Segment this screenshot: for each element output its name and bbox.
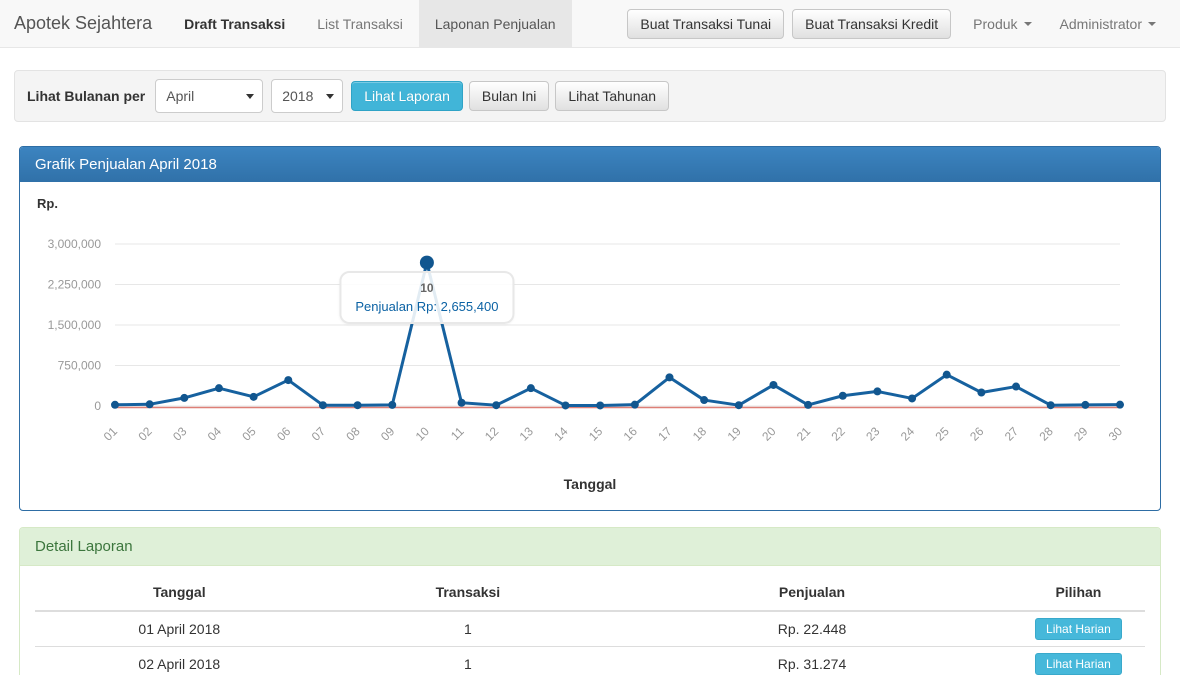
chart-panel: Grafik Penjualan April 2018 Rp. 0 750,000…	[19, 146, 1161, 511]
chevron-down-icon	[1023, 21, 1032, 26]
lihat-tahunan-button[interactable]: Lihat Tahunan	[555, 81, 670, 111]
svg-text:02: 02	[135, 424, 155, 444]
svg-text:09: 09	[378, 424, 398, 444]
table-row: 02 April 2018 1 Rp. 31.274 Lihat Harian	[35, 646, 1145, 675]
svg-text:30: 30	[1106, 424, 1126, 444]
lihat-harian-button[interactable]: Lihat Harian	[1035, 653, 1122, 675]
svg-text:14: 14	[551, 424, 571, 444]
year-select-wrapper: 2018	[271, 79, 344, 113]
filter-bar: Lihat Bulanan per April 2018 Lihat Lapor…	[14, 70, 1166, 122]
svg-text:12: 12	[482, 424, 502, 444]
svg-text:1,500,000: 1,500,000	[48, 318, 102, 332]
tooltip-value: Penjualan Rp: 2,655,400	[355, 299, 499, 314]
chevron-down-icon	[1148, 21, 1156, 26]
col-header-penjualan: Penjualan	[612, 574, 1012, 612]
detail-panel-body: Tanggal Transaksi Penjualan Pilihan 01 A…	[20, 566, 1160, 675]
svg-text:10: 10	[413, 424, 433, 444]
svg-text:22: 22	[829, 424, 849, 444]
x-axis-title: Tanggal	[563, 476, 617, 492]
buat-transaksi-tunai-button[interactable]: Buat Transaksi Tunai	[627, 8, 785, 39]
month-select-wrapper: April	[155, 79, 264, 113]
navbar: Apotek Sejahtera Draft Transaksi List Tr…	[0, 0, 1180, 48]
svg-text:18: 18	[690, 424, 710, 444]
buat-transaksi-kredit-button[interactable]: Buat Transaksi Kredit	[792, 8, 952, 39]
svg-text:0: 0	[94, 399, 101, 413]
detail-table: Tanggal Transaksi Penjualan Pilihan 01 A…	[35, 574, 1145, 675]
svg-text:13: 13	[517, 424, 537, 444]
cell-transaksi: 1	[323, 646, 613, 675]
svg-text:24: 24	[898, 424, 918, 444]
svg-text:07: 07	[309, 424, 329, 444]
lihat-laporan-button[interactable]: Lihat Laporan	[351, 81, 463, 111]
svg-text:21: 21	[794, 424, 814, 444]
svg-text:11: 11	[448, 424, 467, 443]
svg-text:3,000,000: 3,000,000	[48, 237, 102, 251]
svg-text:04: 04	[205, 424, 225, 444]
detail-panel-title: Detail Laporan	[20, 528, 1160, 566]
nav-item-draft-transaksi[interactable]: Draft Transaksi	[184, 15, 286, 32]
cell-tanggal: 01 April 2018	[35, 611, 324, 647]
chart-tooltip: 10 Penjualan Rp: 2,655,400	[339, 271, 515, 324]
y-axis-unit-label: Rp.	[37, 196, 58, 211]
detail-panel: Detail Laporan Tanggal Transaksi Penjual…	[19, 527, 1161, 675]
chart-area: 0 750,000 1,500,000 2,250,000 3,000,000 01 02 0…	[35, 217, 1145, 462]
table-row: 01 April 2018 1 Rp. 22.448 Lihat Harian	[35, 611, 1145, 647]
col-header-pilihan: Pilihan	[1011, 574, 1145, 612]
svg-text:06: 06	[274, 424, 294, 444]
svg-text:05: 05	[239, 424, 259, 444]
bulan-ini-button[interactable]: Bulan Ini	[468, 81, 550, 111]
chart-panel-title: Grafik Penjualan April 2018	[20, 147, 1160, 182]
svg-text:26: 26	[967, 424, 987, 444]
table-header-row: Tanggal Transaksi Penjualan Pilihan	[35, 574, 1145, 612]
svg-text:23: 23	[863, 424, 883, 444]
month-select[interactable]: April	[155, 79, 264, 113]
svg-text:17: 17	[655, 424, 675, 444]
cell-tanggal: 02 April 2018	[35, 646, 324, 675]
tooltip-day: 10	[420, 281, 434, 295]
col-header-transaksi: Transaksi	[323, 574, 613, 612]
svg-text:25: 25	[932, 424, 952, 444]
administrator-dropdown-label: Administrator	[1059, 15, 1142, 32]
svg-text:01: 01	[101, 424, 121, 444]
svg-text:750,000: 750,000	[58, 359, 102, 373]
nav-item-list-transaksi[interactable]: List Transaksi	[317, 15, 403, 32]
sales-line-chart[interactable]: 0 750,000 1,500,000 2,250,000 3,000,000 01 02 0…	[35, 217, 1145, 457]
brand[interactable]: Apotek Sejahtera	[14, 13, 153, 33]
svg-text:27: 27	[1002, 424, 1022, 444]
chart-panel-body: Rp. 0 750,000 1,500,000 2,250,000 3,000,000 0…	[20, 182, 1160, 510]
svg-text:20: 20	[759, 424, 779, 444]
cell-penjualan: Rp. 31.274	[612, 646, 1012, 675]
svg-text:03: 03	[170, 424, 190, 444]
cell-penjualan: Rp. 22.448	[612, 611, 1012, 647]
svg-text:2,250,000: 2,250,000	[48, 278, 102, 292]
navbar-right: Buat Transaksi Tunai Buat Transaksi Kred…	[627, 0, 1180, 47]
svg-text:15: 15	[586, 424, 606, 444]
svg-text:08: 08	[343, 424, 363, 444]
produk-dropdown[interactable]: Produk	[959, 16, 1045, 32]
lihat-harian-button[interactable]: Lihat Harian	[1035, 618, 1122, 640]
year-select[interactable]: 2018	[271, 79, 344, 113]
produk-dropdown-label: Produk	[973, 15, 1018, 32]
nav-item-laporan-penjualan[interactable]: Laponan Penjualan	[418, 0, 572, 47]
cell-transaksi: 1	[323, 611, 613, 647]
administrator-dropdown[interactable]: Administrator	[1046, 16, 1170, 32]
svg-text:16: 16	[621, 424, 641, 444]
filter-label: Lihat Bulanan per	[27, 88, 146, 104]
svg-text:29: 29	[1071, 424, 1091, 444]
col-header-tanggal: Tanggal	[35, 574, 324, 612]
svg-text:19: 19	[725, 424, 745, 444]
svg-text:28: 28	[1036, 424, 1056, 444]
